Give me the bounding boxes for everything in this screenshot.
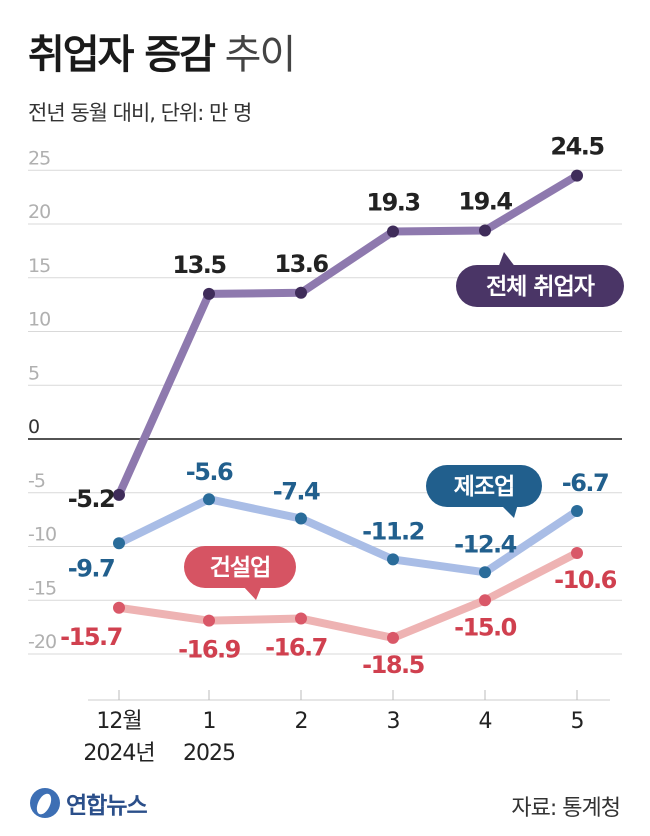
data-point-manufacturing — [295, 512, 307, 525]
y-tick-label: -20 — [28, 631, 56, 653]
y-tick-label: -5 — [28, 470, 45, 492]
data-label-manufacturing: -6.7 — [562, 469, 608, 497]
y-tick-label: 5 — [28, 362, 39, 384]
legend-callout-total: 전체 취업자 — [456, 252, 624, 307]
series-line-construction — [115, 548, 581, 642]
data-label-manufacturing: -12.4 — [454, 530, 516, 558]
data-label-construction: -15.7 — [60, 623, 122, 651]
data-point-manufacturing — [387, 553, 399, 566]
data-point-manufacturing — [203, 493, 215, 506]
data-label-construction: -16.9 — [178, 636, 240, 664]
x-tick-label: 4 — [479, 709, 492, 734]
y-tick-label: 25 — [28, 147, 50, 169]
y-tick-label: -10 — [28, 524, 56, 546]
x-tick-label: 3 — [387, 709, 400, 734]
subtitle: 전년 동월 대비, 단위: 만 명 — [28, 101, 252, 125]
data-label-manufacturing: -11.2 — [362, 517, 424, 545]
logo: 연합뉴스 — [30, 786, 148, 820]
y-tick-label: 15 — [28, 255, 50, 277]
data-label-manufacturing: -9.7 — [68, 554, 114, 582]
data-point-construction — [479, 594, 491, 607]
data-point-manufacturing — [113, 537, 125, 550]
data-point-total — [479, 224, 491, 237]
data-point-total — [113, 488, 125, 501]
data-point-construction — [571, 546, 583, 559]
title-main: 취업자 증감 — [28, 32, 216, 78]
x-tick-label-sub: 2024년 — [83, 741, 154, 766]
logo-text: 연합뉴스 — [66, 793, 148, 819]
legend-label-total: 전체 취업자 — [486, 274, 595, 300]
data-label-manufacturing: -5.6 — [186, 458, 233, 486]
series-line-manufacturing — [115, 495, 581, 577]
data-point-total — [295, 286, 307, 299]
x-tick-label: 5 — [571, 709, 584, 734]
data-label-total: 19.3 — [366, 189, 419, 217]
title-secondary: 추이 — [224, 32, 297, 78]
data-label-total: 13.5 — [172, 251, 226, 279]
data-label-construction: -15.0 — [454, 613, 516, 641]
page-title: 취업자 증감 추이 — [28, 22, 297, 80]
data-point-construction — [203, 614, 215, 627]
x-tick-label: 12월 — [96, 709, 141, 734]
data-point-total — [387, 225, 399, 238]
yonhap-logo-icon — [30, 788, 60, 818]
data-label-total: -5.2 — [68, 485, 114, 513]
data-label-manufacturing: -7.4 — [273, 478, 320, 506]
data-point-construction — [387, 631, 399, 644]
data-label-total: 13.6 — [274, 250, 328, 278]
y-tick-label: 10 — [28, 309, 50, 331]
source-note: 자료: 통계청 — [511, 796, 621, 821]
legend-label-construction: 건설업 — [210, 555, 270, 581]
x-tick-label: 1 — [203, 709, 216, 734]
data-point-construction — [295, 612, 307, 625]
y-tick-label: 0 — [28, 416, 39, 438]
data-point-total — [203, 287, 215, 300]
x-tick-label-sub: 2025 — [183, 741, 235, 766]
legend-label-manufacturing: 제조업 — [454, 474, 514, 500]
data-point-construction — [113, 601, 125, 614]
y-tick-label: -15 — [28, 577, 56, 599]
legend-callout-construction: 건설업 — [184, 546, 296, 600]
data-point-total — [571, 169, 583, 182]
legend-callout-manufacturing: 제조업 — [426, 465, 542, 518]
data-label-total: 24.5 — [550, 133, 604, 161]
data-point-manufacturing — [479, 566, 491, 579]
data-label-construction: -18.5 — [362, 651, 424, 679]
data-point-manufacturing — [571, 505, 583, 518]
data-label-construction: -16.7 — [265, 634, 327, 662]
y-tick-label: 20 — [28, 201, 50, 223]
x-tick-label: 2 — [295, 709, 308, 734]
data-label-total: 19.4 — [458, 187, 512, 215]
series-line-total — [115, 171, 581, 499]
data-label-construction: -10.6 — [554, 566, 616, 594]
